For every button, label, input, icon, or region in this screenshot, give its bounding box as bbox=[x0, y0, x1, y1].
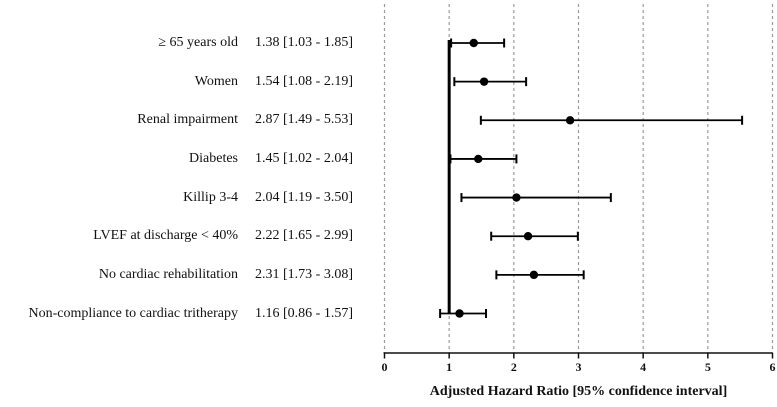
row-label: LVEF at discharge < 40% bbox=[93, 228, 238, 244]
point-estimate-marker bbox=[512, 193, 521, 202]
x-tick-label: 5 bbox=[705, 360, 711, 374]
x-tick-label: 0 bbox=[382, 360, 388, 374]
row-label: Non-compliance to cardiac tritherapy bbox=[28, 305, 238, 321]
row-label: No cardiac rehabilitation bbox=[98, 266, 238, 282]
point-estimate-marker bbox=[474, 154, 483, 164]
row-label: Renal impairment bbox=[137, 112, 238, 128]
point-estimate-marker bbox=[455, 309, 464, 318]
row-label: ≥ 65 years old bbox=[158, 35, 238, 50]
point-estimate-marker bbox=[469, 38, 478, 48]
row-label: Women bbox=[194, 73, 238, 89]
point-estimate-marker bbox=[523, 232, 533, 241]
row-value: 2.04 [1.19 - 3.50] bbox=[255, 189, 353, 205]
row-value: 1.45 [1.02 - 2.04] bbox=[255, 150, 353, 166]
x-tick-label: 3 bbox=[576, 360, 582, 374]
row-label: Killip 3-4 bbox=[183, 189, 238, 205]
point-estimate-marker bbox=[565, 116, 575, 125]
x-tick-label: 2 bbox=[511, 360, 517, 374]
x-tick-label: 4 bbox=[640, 360, 646, 374]
row-value: 1.38 [1.03 - 1.85] bbox=[255, 35, 353, 50]
point-estimate-marker bbox=[529, 270, 539, 280]
point-estimate-marker bbox=[479, 77, 489, 86]
row-value: 2.87 [1.49 - 5.53] bbox=[255, 112, 353, 128]
x-tick-label: 1 bbox=[446, 360, 452, 374]
x-tick-label: 6 bbox=[770, 360, 776, 374]
x-axis-title: Adjusted Hazard Ratio [95% confidence in… bbox=[429, 384, 728, 399]
row-value: 2.22 [1.65 - 2.99] bbox=[255, 228, 353, 244]
row-value: 1.16 [0.86 - 1.57] bbox=[255, 305, 353, 321]
row-value: 1.54 [1.08 - 2.19] bbox=[255, 73, 353, 89]
row-value: 2.31 [1.73 - 3.08] bbox=[255, 266, 353, 282]
row-label: Diabetes bbox=[189, 150, 238, 166]
